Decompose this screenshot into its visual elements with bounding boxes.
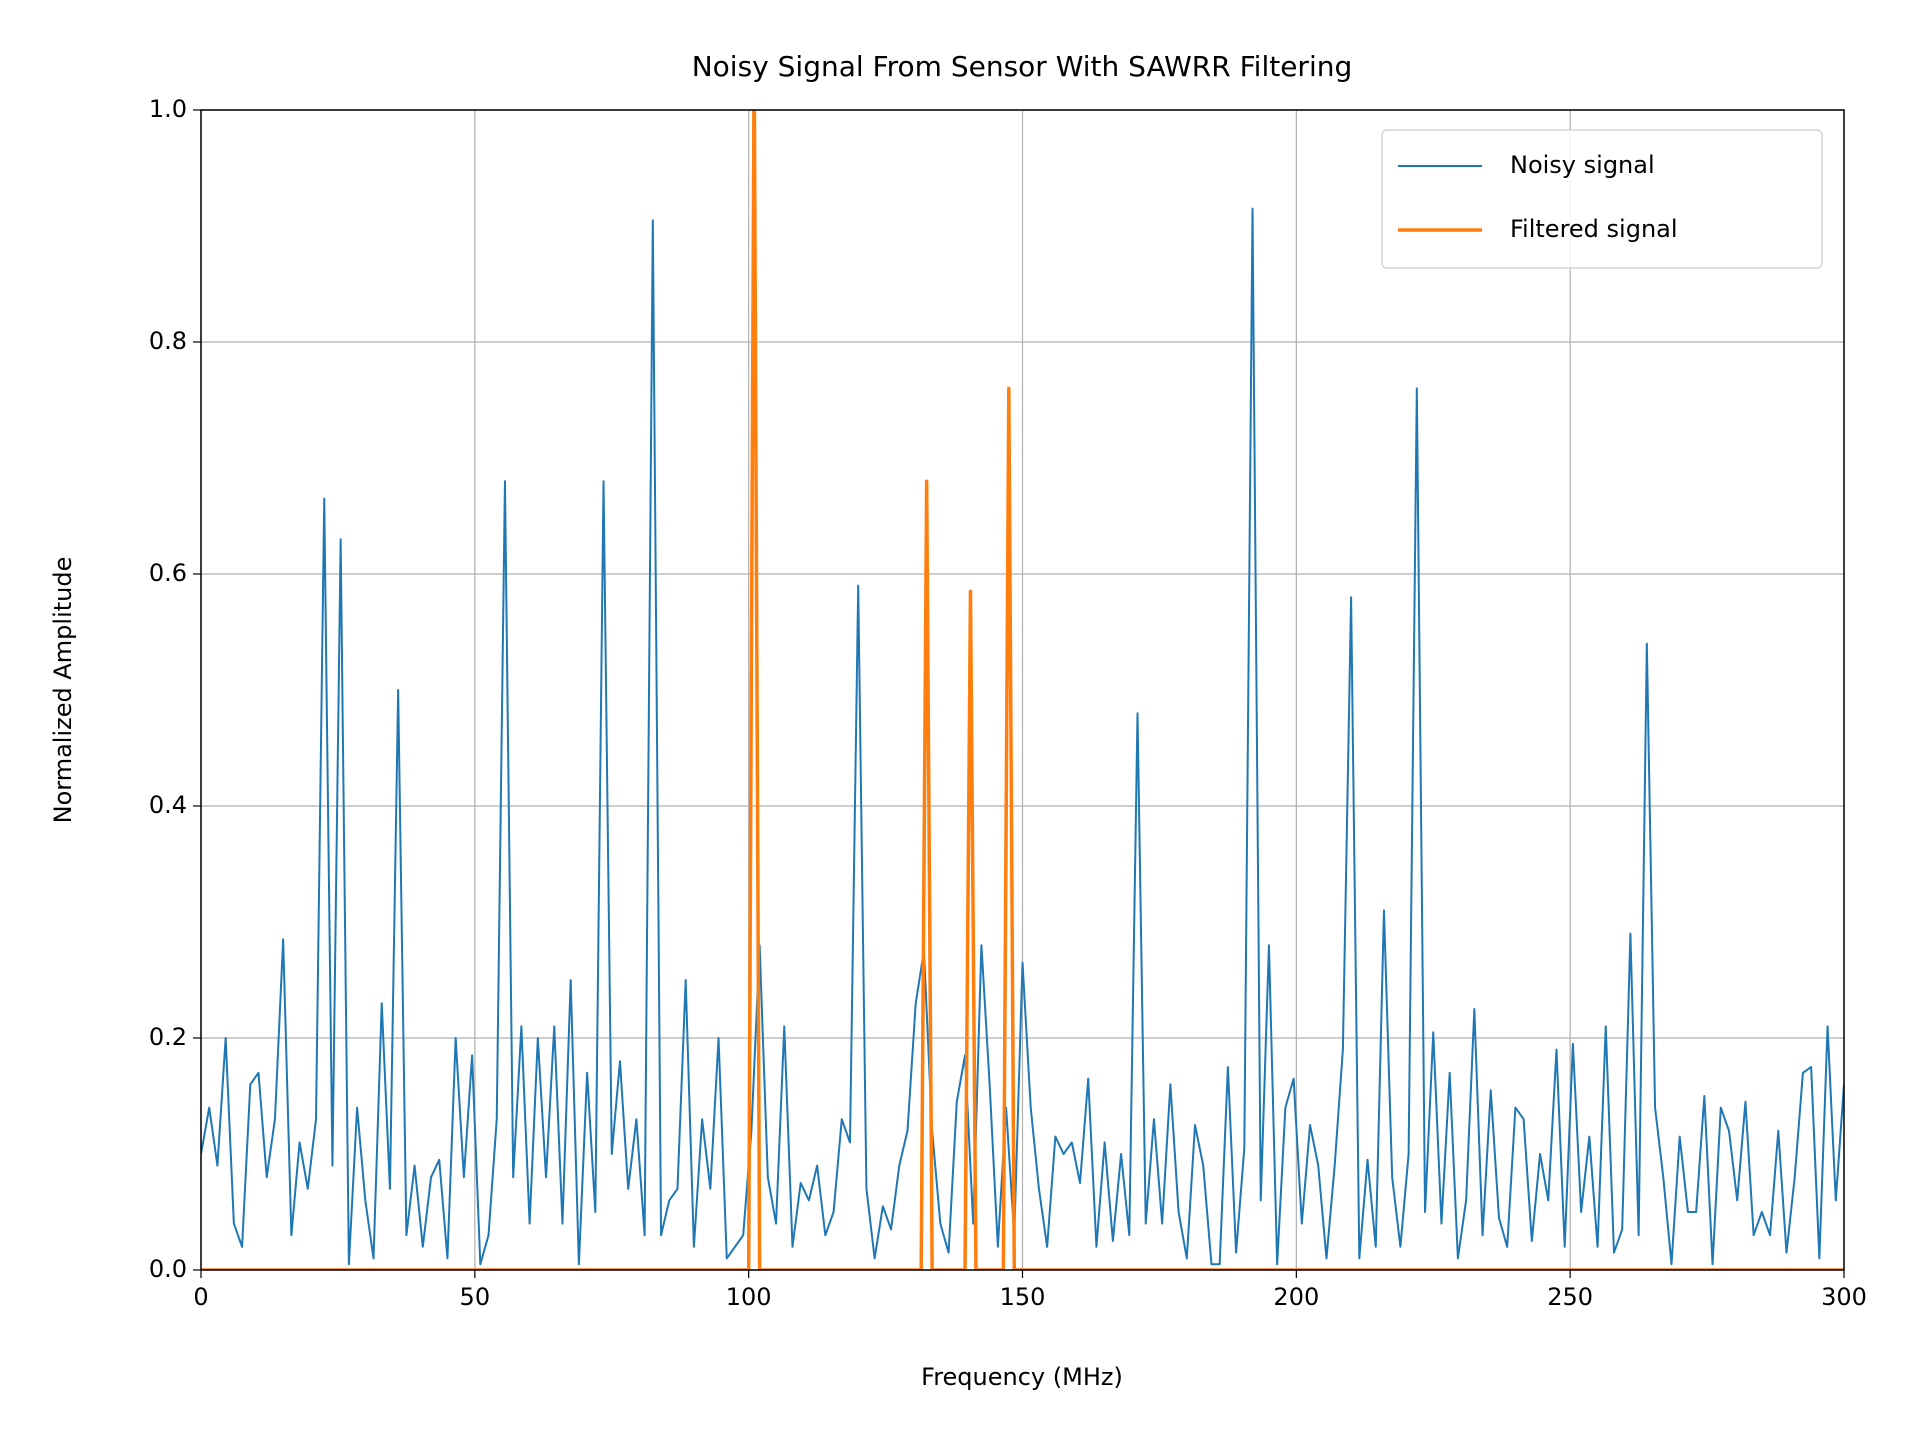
x-tick-label: 50 bbox=[460, 1283, 491, 1311]
y-tick-label: 0.2 bbox=[149, 1023, 187, 1051]
legend-box bbox=[1381, 129, 1823, 269]
series-line bbox=[201, 110, 1844, 1270]
x-tick-label: 300 bbox=[1821, 1283, 1867, 1311]
x-tick-label: 200 bbox=[1273, 1283, 1319, 1311]
y-tick-label: 1.0 bbox=[149, 95, 187, 123]
x-tick-label: 0 bbox=[193, 1283, 208, 1311]
legend-label: Noisy signal bbox=[1510, 151, 1655, 179]
series-line bbox=[201, 207, 1844, 1266]
x-tick-label: 250 bbox=[1547, 1283, 1593, 1311]
x-tick-label: 100 bbox=[726, 1283, 772, 1311]
series-lines bbox=[201, 110, 1844, 1270]
y-tick-label: 0.8 bbox=[149, 327, 187, 355]
ticks: 0 50 100 150 200 250 300 0.0 0.2 0.4 0.6 0.8 1.0 bbox=[149, 95, 1867, 1311]
y-tick-label: 0.0 bbox=[149, 1255, 187, 1283]
chart-title: Noisy Signal From Sensor With SAWRR Filt… bbox=[692, 50, 1353, 83]
y-tick-label: 0.6 bbox=[149, 559, 187, 587]
x-tick-label: 150 bbox=[1000, 1283, 1046, 1311]
y-axis-label: Normalized Amplitude bbox=[49, 557, 77, 824]
legend-label: Filtered signal bbox=[1510, 215, 1678, 243]
legend: Noisy signal Filtered signal bbox=[1381, 129, 1823, 269]
x-axis-label: Frequency (MHz) bbox=[921, 1363, 1123, 1391]
y-tick-label: 0.4 bbox=[149, 791, 187, 819]
